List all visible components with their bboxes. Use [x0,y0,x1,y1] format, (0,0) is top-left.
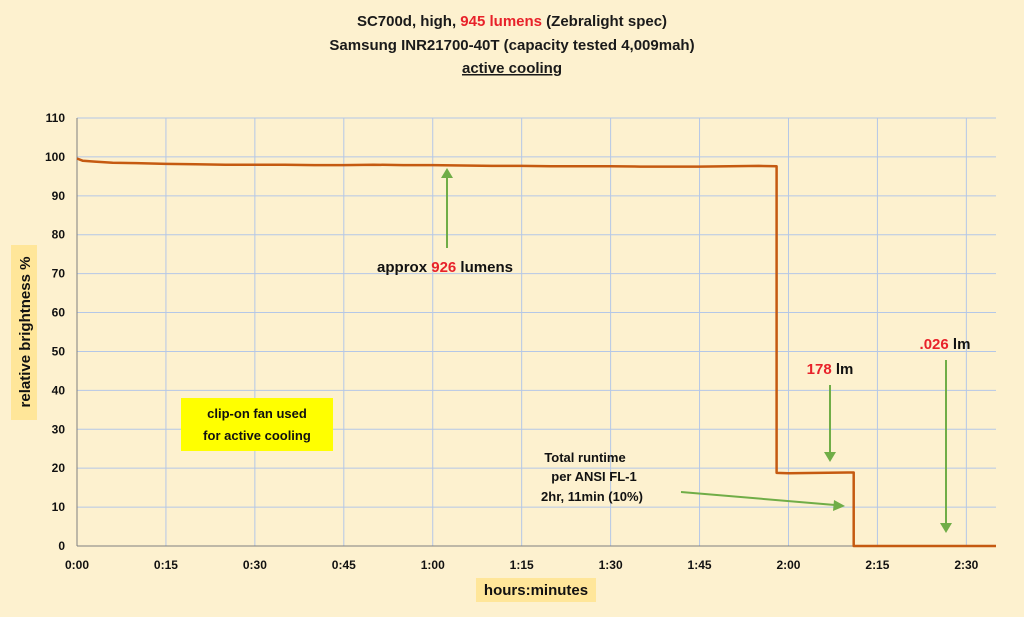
arrow-178-head [824,452,836,462]
y-tick-label: 50 [52,344,66,358]
arrow-026-head [940,523,952,533]
y-tick-label: 60 [52,306,66,320]
x-tick-label: 1:45 [688,558,712,572]
approx-926-label: approx 926 lumens [377,259,513,276]
y-tick-label: 100 [45,150,65,164]
arrow-runtime-shaft [680,491,836,506]
x-tick-label: 1:30 [599,558,623,572]
x-tick-label: 2:00 [776,558,800,572]
y-tick-label: 80 [52,228,66,242]
y-tick-label: 40 [52,383,66,397]
runtime-line3: 2hr, 11min (10%) [541,489,643,504]
y-axis-label: relative brightness % [17,257,34,408]
gridlines [77,117,996,546]
y-tick-label: 20 [52,461,66,475]
x-tick-label: 0:30 [243,558,267,572]
arrow-926-head [441,168,453,178]
series-group [76,157,996,548]
chart-title-line3: active cooling [462,60,562,77]
x-tick-labels: 0:00 0:15 0:30 0:45 1:00 1:15 1:30 1:45 2:00 2:15… [65,558,979,572]
annotation-fan: clip-on fan used for active cooling [181,398,333,451]
plot-area [77,118,996,546]
x-tick-label: 1:00 [421,558,445,572]
x-tick-label: 2:30 [954,558,978,572]
x-axis-label: hours:minutes [484,582,588,599]
y-axis-label-bg [11,245,37,420]
arrow-runtime-head [833,500,845,511]
brightness-series-line [76,157,996,548]
fan-note-line1: clip-on fan used [207,406,307,421]
x-tick-label: 0:00 [65,558,89,572]
x-axis-label-bg [476,578,596,602]
chart-title-line1: SC700d, high, 945 lumens (Zebralight spe… [357,13,667,30]
y-tick-label: 90 [52,189,66,203]
fan-note-box [181,398,333,451]
chart-title-line2: Samsung INR21700-40T (capacity tested 4,… [329,37,694,54]
y-tick-label: 10 [52,500,66,514]
fan-note-line2: for active cooling [203,428,311,443]
annotation-runtime: Total runtime per ANSI FL-1 2hr, 11min (… [541,450,845,511]
y-tick-label: 110 [46,111,66,125]
x-tick-label: 1:15 [510,558,534,572]
runtime-line1: Total runtime [544,450,625,465]
annotation-026-lm: .026 lm [920,336,971,533]
y-tick-label: 70 [52,267,66,281]
x-tick-label: 0:45 [332,558,356,572]
lm026-label: .026 lm [920,336,971,353]
y-tick-labels: 0 10 20 30 40 50 60 70 80 90 100 110 [45,111,65,553]
annotation-178-lm: 178 lm [807,361,854,462]
runtime-line2: per ANSI FL-1 [551,469,636,484]
annotation-926-lumens: approx 926 lumens [377,168,513,276]
x-tick-label: 2:15 [865,558,889,572]
x-tick-label: 0:15 [154,558,178,572]
lm178-label: 178 lm [807,361,854,378]
y-tick-label: 30 [52,422,66,436]
y-tick-label: 0 [58,539,65,553]
